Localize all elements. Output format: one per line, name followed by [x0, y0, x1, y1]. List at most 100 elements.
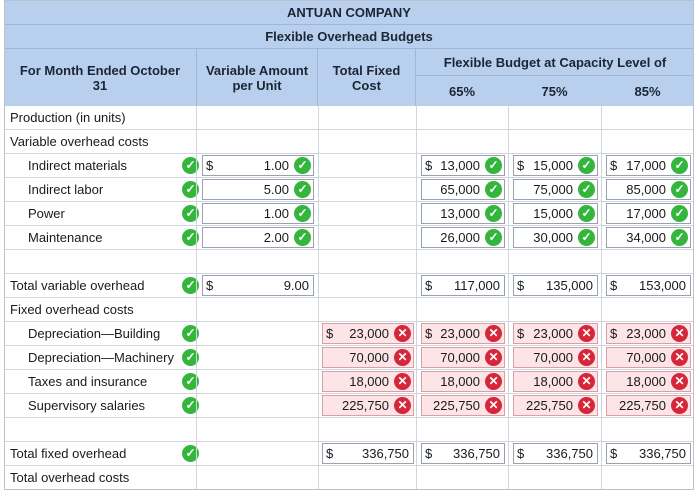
flex-amount-input[interactable]: 13,000 [421, 203, 505, 224]
total-variable-label: Total variable overhead [10, 278, 145, 293]
check-icon: ✓ [485, 229, 502, 246]
check-icon: ✓ [671, 157, 688, 174]
cross-icon: ✕ [394, 373, 411, 390]
flex-fixed-input[interactable]: $23,000 [513, 323, 598, 344]
check-icon: ✓ [182, 349, 199, 366]
flex-fixed-input[interactable]: $23,000 [606, 323, 691, 344]
flex-fixed-input[interactable]: 225,750 [513, 395, 598, 416]
column-divider [318, 106, 319, 490]
table-row [4, 106, 694, 130]
flex-amount-input[interactable]: 26,000 [421, 227, 505, 248]
flex-fixed-input[interactable]: 225,750 [606, 395, 691, 416]
total-variable-input[interactable]: $117,000 [421, 275, 505, 296]
flex-fixed-input[interactable]: 18,000 [421, 371, 505, 392]
amount-value: 225,750 [342, 398, 389, 413]
rate-input[interactable]: 1.00 [202, 203, 314, 224]
fixed-item-label: Taxes and insurance [28, 374, 148, 389]
flex-amount-input[interactable]: $15,000 [513, 155, 598, 176]
amount-value: 5.00 [263, 182, 289, 197]
check-icon: ✓ [485, 205, 502, 222]
flex-amount-input[interactable]: 15,000 [513, 203, 598, 224]
cross-icon: ✕ [671, 373, 688, 390]
check-icon: ✓ [182, 325, 199, 342]
total-variable-input[interactable]: $153,000 [606, 275, 691, 296]
flex-amount-input[interactable]: 85,000 [606, 179, 691, 200]
currency-symbol: $ [610, 158, 618, 173]
currency-symbol: $ [517, 158, 525, 173]
level-85-header: 85% [601, 75, 694, 106]
check-icon: ✓ [182, 397, 199, 414]
total-fixed-input[interactable]: $336,750 [322, 443, 414, 464]
cross-icon: ✕ [485, 325, 502, 342]
fixed-cost-input[interactable]: 225,750 [322, 395, 414, 416]
amount-value: 153,000 [639, 278, 686, 293]
check-icon: ✓ [182, 445, 199, 462]
amount-value: 30,000 [533, 230, 573, 245]
check-icon: ✓ [294, 157, 311, 174]
flex-amount-input[interactable]: $13,000 [421, 155, 505, 176]
amount-value: 65,000 [440, 182, 480, 197]
amount-value: 17,000 [626, 158, 666, 173]
flex-fixed-input[interactable]: $23,000 [421, 323, 505, 344]
rate-input[interactable]: $1.00 [202, 155, 314, 176]
currency-symbol: $ [206, 278, 214, 293]
amount-value: 18,000 [440, 374, 480, 389]
fixed-costs-label: Fixed overhead costs [10, 302, 134, 317]
total-rate-input[interactable]: $9.00 [202, 275, 314, 296]
flex-fixed-input[interactable]: 225,750 [421, 395, 505, 416]
cross-icon: ✕ [578, 325, 595, 342]
total-fixed-flex-input[interactable]: $336,750 [513, 443, 598, 464]
currency-symbol: $ [517, 326, 525, 341]
fixed-cost-header: Total Fixed Cost [318, 48, 416, 106]
check-icon: ✓ [578, 157, 595, 174]
total-fixed-label: Total fixed overhead [10, 446, 127, 461]
check-icon: ✓ [578, 229, 595, 246]
flex-fixed-input[interactable]: 18,000 [606, 371, 691, 392]
flex-amount-input[interactable]: $17,000 [606, 155, 691, 176]
amount-value: 336,750 [362, 446, 409, 461]
flex-fixed-input[interactable]: 70,000 [606, 347, 691, 368]
amount-value: 70,000 [440, 350, 480, 365]
flex-amount-input[interactable]: 34,000 [606, 227, 691, 248]
check-icon: ✓ [182, 157, 199, 174]
rate-input[interactable]: 5.00 [202, 179, 314, 200]
total-fixed-flex-input[interactable]: $336,750 [606, 443, 691, 464]
total-variable-input[interactable]: $135,000 [513, 275, 598, 296]
company-name: ANTUAN COMPANY [4, 0, 694, 24]
cross-icon: ✕ [578, 349, 595, 366]
amount-value: 26,000 [440, 230, 480, 245]
check-icon: ✓ [182, 205, 199, 222]
amount-value: 15,000 [533, 158, 573, 173]
amount-value: 13,000 [440, 206, 480, 221]
amount-value: 117,000 [453, 278, 500, 293]
amount-value: 75,000 [533, 182, 573, 197]
flex-amount-input[interactable]: 30,000 [513, 227, 598, 248]
amount-value: 135,000 [546, 278, 593, 293]
cross-icon: ✕ [394, 397, 411, 414]
table-row [4, 466, 694, 490]
amount-value: 23,000 [626, 326, 666, 341]
fixed-cost-input[interactable]: 18,000 [322, 371, 414, 392]
column-divider [601, 106, 602, 490]
flex-amount-input[interactable]: 65,000 [421, 179, 505, 200]
amount-value: 15,000 [533, 206, 573, 221]
variable-item-label: Power [28, 206, 65, 221]
flex-amount-input[interactable]: 75,000 [513, 179, 598, 200]
cross-icon: ✕ [671, 397, 688, 414]
fixed-cost-input[interactable]: $23,000 [322, 323, 414, 344]
flex-amount-input[interactable]: 17,000 [606, 203, 691, 224]
column-divider [416, 106, 417, 490]
flex-fixed-input[interactable]: 70,000 [513, 347, 598, 368]
variable-costs-label: Variable overhead costs [10, 134, 149, 149]
flex-fixed-input[interactable]: 70,000 [421, 347, 505, 368]
currency-symbol: $ [425, 326, 433, 341]
currency-symbol: $ [610, 278, 618, 293]
flex-fixed-input[interactable]: 18,000 [513, 371, 598, 392]
amount-value: 18,000 [533, 374, 573, 389]
level-75-header: 75% [508, 75, 601, 106]
column-divider [196, 106, 197, 490]
check-icon: ✓ [578, 181, 595, 198]
rate-input[interactable]: 2.00 [202, 227, 314, 248]
total-fixed-flex-input[interactable]: $336,750 [421, 443, 505, 464]
fixed-cost-input[interactable]: 70,000 [322, 347, 414, 368]
